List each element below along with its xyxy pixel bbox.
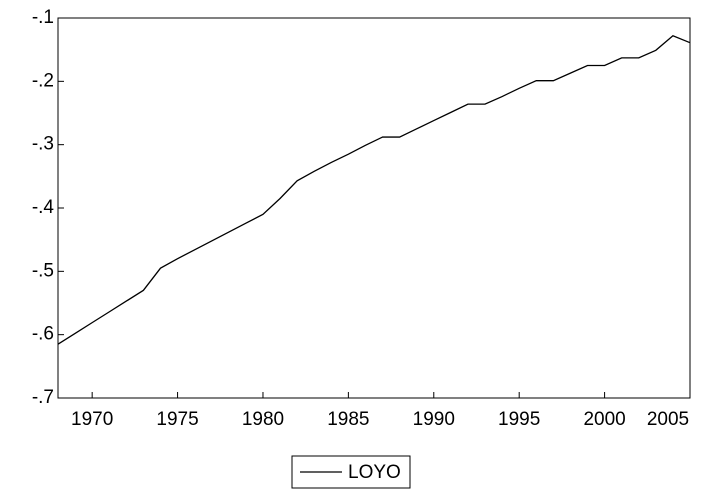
y-tick-label: -.6 — [32, 324, 54, 345]
x-tick-label: 1995 — [498, 409, 540, 430]
x-tick-label: 1990 — [413, 409, 455, 430]
y-tick-label: -.5 — [32, 260, 54, 281]
y-tick-label: -.3 — [32, 134, 54, 155]
x-tick-label: 1970 — [71, 409, 113, 430]
x-tick-label: 2000 — [583, 409, 625, 430]
x-tick-label: 1985 — [327, 409, 369, 430]
plot-frame — [57, 17, 691, 399]
y-tick-label: -.4 — [32, 197, 55, 218]
x-tick-label: 1980 — [242, 409, 284, 430]
y-tick-label: -.7 — [32, 387, 54, 408]
y-tick-label: -.2 — [32, 70, 54, 91]
x-tick-label: 2005 — [647, 409, 689, 430]
legend-box — [291, 455, 411, 489]
data-line — [57, 34, 691, 345]
x-tick-label: 1975 — [156, 409, 198, 430]
legend-label: LOYO — [348, 462, 401, 483]
y-tick-label: -.1 — [32, 7, 54, 28]
